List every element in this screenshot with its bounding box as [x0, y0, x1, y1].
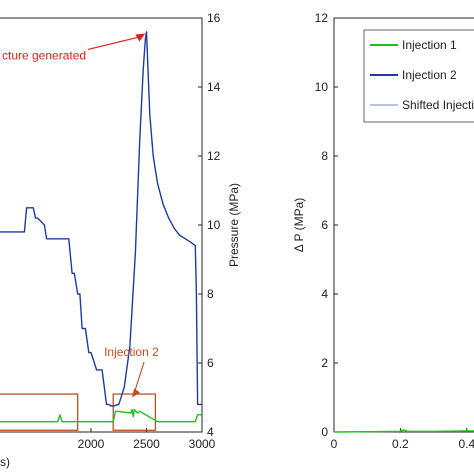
- y-tick-label: 10: [207, 218, 221, 232]
- legend-label: Shifted Injecti: [402, 98, 474, 112]
- left-pressure-chart: 4 6 8 10 12 14 16 2000 2500 3000 Pressure (MPa) ctu…: [0, 11, 241, 469]
- x-tick-label: 2500: [133, 437, 160, 451]
- injection-series-line: [0, 408, 202, 423]
- y-tick-label: 6: [207, 356, 214, 370]
- x-tick-label: 3000: [189, 437, 216, 451]
- y-tick-label: 6: [321, 218, 328, 232]
- highlight-box: [0, 393, 79, 431]
- annotation-injection2-label: Injection 2: [104, 345, 159, 359]
- x-tick-label: 0: [331, 437, 338, 451]
- x-axis-label-fragment: s): [0, 455, 10, 469]
- y-tick-label: 8: [321, 149, 328, 163]
- annotation-arrow: [133, 361, 145, 394]
- y-tick-label: 14: [207, 80, 221, 94]
- y-tick-label: 10: [315, 80, 329, 94]
- annotation-fracture-label: cture generated: [2, 48, 86, 62]
- legend: Injection 1 Injection 2 Shifted Injecti: [363, 29, 474, 123]
- pressure-series-line: [0, 31, 202, 407]
- y-axis-label: Δ P (MPa): [292, 198, 306, 252]
- y-tick-label: 4: [207, 425, 214, 439]
- y-tick-label: 0: [321, 425, 328, 439]
- annotation-arrow: [87, 35, 142, 50]
- y-tick-label: 16: [207, 11, 221, 25]
- legend-label: Injection 2: [402, 68, 457, 82]
- y-tick-label: 12: [207, 149, 221, 163]
- annotation-arrowhead: [135, 33, 146, 42]
- plot-area: [0, 31, 202, 431]
- legend-label: Injection 1: [402, 38, 457, 52]
- y-tick-label: 4: [321, 287, 328, 301]
- y-tick-label: 12: [315, 11, 329, 25]
- x-tick-label: 2000: [78, 437, 105, 451]
- injection1-series-line: [334, 429, 474, 433]
- y-axis-label: Pressure (MPa): [227, 183, 241, 267]
- x-tick-label: 0.4: [458, 437, 474, 451]
- x-tick-label: 0.2: [392, 437, 409, 451]
- plot-area: [334, 429, 474, 433]
- y-tick-label: 2: [321, 356, 328, 370]
- y-tick-label: 8: [207, 287, 214, 301]
- annotation-arrowhead: [132, 388, 141, 398]
